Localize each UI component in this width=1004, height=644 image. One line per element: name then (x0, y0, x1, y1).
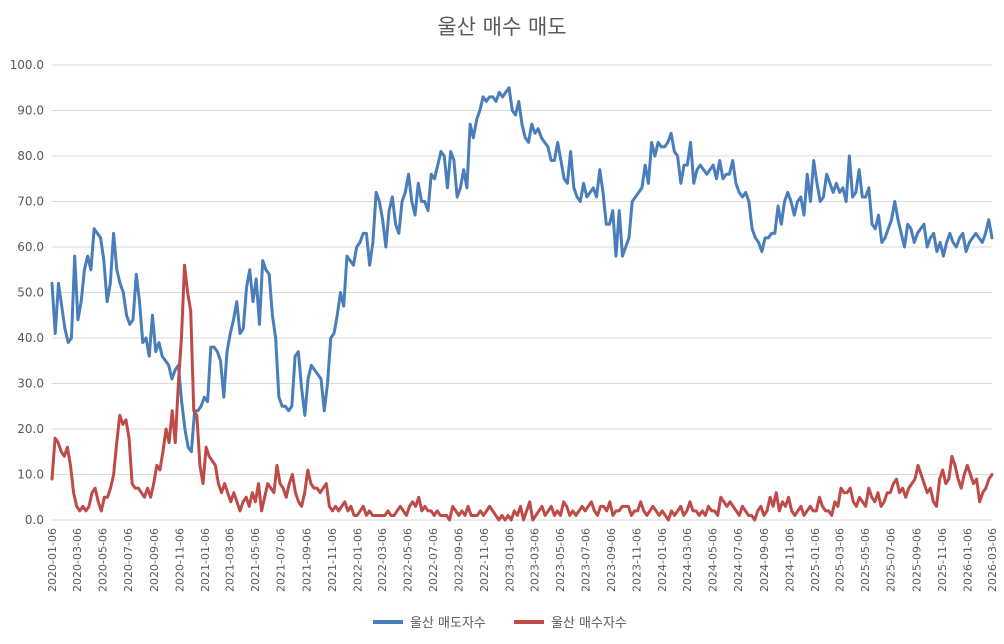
x-tick-label: 2023-03-06 (528, 528, 541, 592)
x-tick-label: 2021-11-06 (326, 528, 339, 592)
x-tick-label: 2023-01-06 (504, 528, 517, 592)
legend: 울산 매도자수 울산 매수자수 (373, 616, 627, 631)
x-tick-label: 2022-09-06 (453, 528, 466, 592)
y-tick-label: 70.0 (17, 195, 44, 209)
x-tick-label: 2020-03-06 (71, 528, 84, 592)
y-tick-label: 30.0 (17, 377, 44, 391)
series-line-buy (50, 263, 994, 522)
x-tick-label: 2020-09-06 (148, 528, 161, 592)
x-tick-label: 2026-03-06 (986, 528, 999, 592)
x-tick-label: 2020-01-06 (46, 528, 59, 592)
series-lines (50, 86, 994, 522)
chart-title: 울산 매수 매도 (437, 15, 566, 39)
x-tick-label: 2026-01-06 (961, 528, 974, 592)
x-tick-label: 2024-03-06 (681, 528, 694, 592)
y-tick-label: 0.0 (25, 513, 44, 527)
x-axis-ticks: 2020-01-06 2020-03-06 2020-05-06 2020-07-06… (46, 528, 999, 592)
x-tick-label: 2023-05-06 (554, 528, 567, 592)
y-tick-label: 50.0 (17, 286, 44, 300)
x-tick-label: 2025-09-06 (910, 528, 923, 592)
y-tick-label: 10.0 (17, 468, 44, 482)
x-tick-label: 2023-11-06 (631, 528, 644, 592)
x-tick-label: 2022-05-06 (401, 528, 414, 592)
x-tick-label: 2024-05-06 (707, 528, 720, 592)
x-tick-label: 2023-09-06 (605, 528, 618, 592)
x-tick-label: 2025-03-06 (834, 528, 847, 592)
x-tick-label: 2021-05-06 (249, 528, 262, 592)
x-tick-label: 2025-11-06 (936, 528, 949, 592)
x-tick-label: 2024-11-06 (783, 528, 796, 592)
y-tick-label: 60.0 (17, 240, 44, 254)
x-tick-label: 2021-01-06 (199, 528, 212, 592)
legend-label-buy: 울산 매수자수 (551, 616, 627, 631)
series-line-sell (50, 86, 994, 454)
x-tick-label: 2020-05-06 (97, 528, 110, 592)
x-tick-label: 2025-07-06 (885, 528, 898, 592)
x-tick-label: 2021-07-06 (274, 528, 287, 592)
x-tick-label: 2022-03-06 (376, 528, 389, 592)
x-tick-label: 2022-01-06 (351, 528, 364, 592)
x-tick-label: 2025-05-06 (859, 528, 872, 592)
legend-label-sell: 울산 매도자수 (410, 616, 486, 631)
x-tick-label: 2025-01-06 (809, 528, 822, 592)
x-tick-label: 2022-11-06 (478, 528, 491, 592)
y-tick-label: 40.0 (17, 331, 44, 345)
x-tick-label: 2020-11-06 (173, 528, 186, 592)
x-tick-label: 2021-03-06 (223, 528, 236, 592)
y-tick-label: 90.0 (17, 104, 44, 118)
x-tick-label: 2023-07-06 (579, 528, 592, 592)
x-tick-label: 2024-09-06 (758, 528, 771, 592)
y-tick-label: 100.0 (10, 58, 44, 72)
x-tick-label: 2020-07-06 (122, 528, 135, 592)
x-tick-label: 2021-09-06 (300, 528, 313, 592)
y-tick-label: 80.0 (17, 149, 44, 163)
x-tick-label: 2024-07-06 (732, 528, 745, 592)
y-tick-label: 20.0 (17, 422, 44, 436)
gridlines (52, 64, 992, 521)
y-axis-ticks: 0.0 10.0 20.0 30.0 40.0 50.0 60.0 70.0 80.0 90.0 1… (10, 58, 44, 527)
x-tick-label: 2022-07-06 (427, 528, 440, 592)
x-tick-label: 2024-01-06 (656, 528, 669, 592)
